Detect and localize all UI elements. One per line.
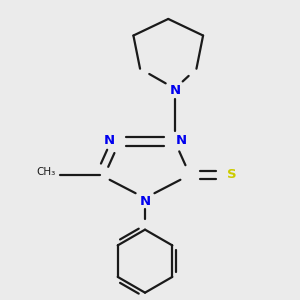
Text: N: N (169, 84, 180, 97)
Text: N: N (175, 134, 186, 146)
Text: N: N (103, 134, 115, 146)
Text: N: N (140, 195, 151, 208)
Text: S: S (227, 168, 237, 182)
Text: CH₃: CH₃ (36, 167, 56, 177)
